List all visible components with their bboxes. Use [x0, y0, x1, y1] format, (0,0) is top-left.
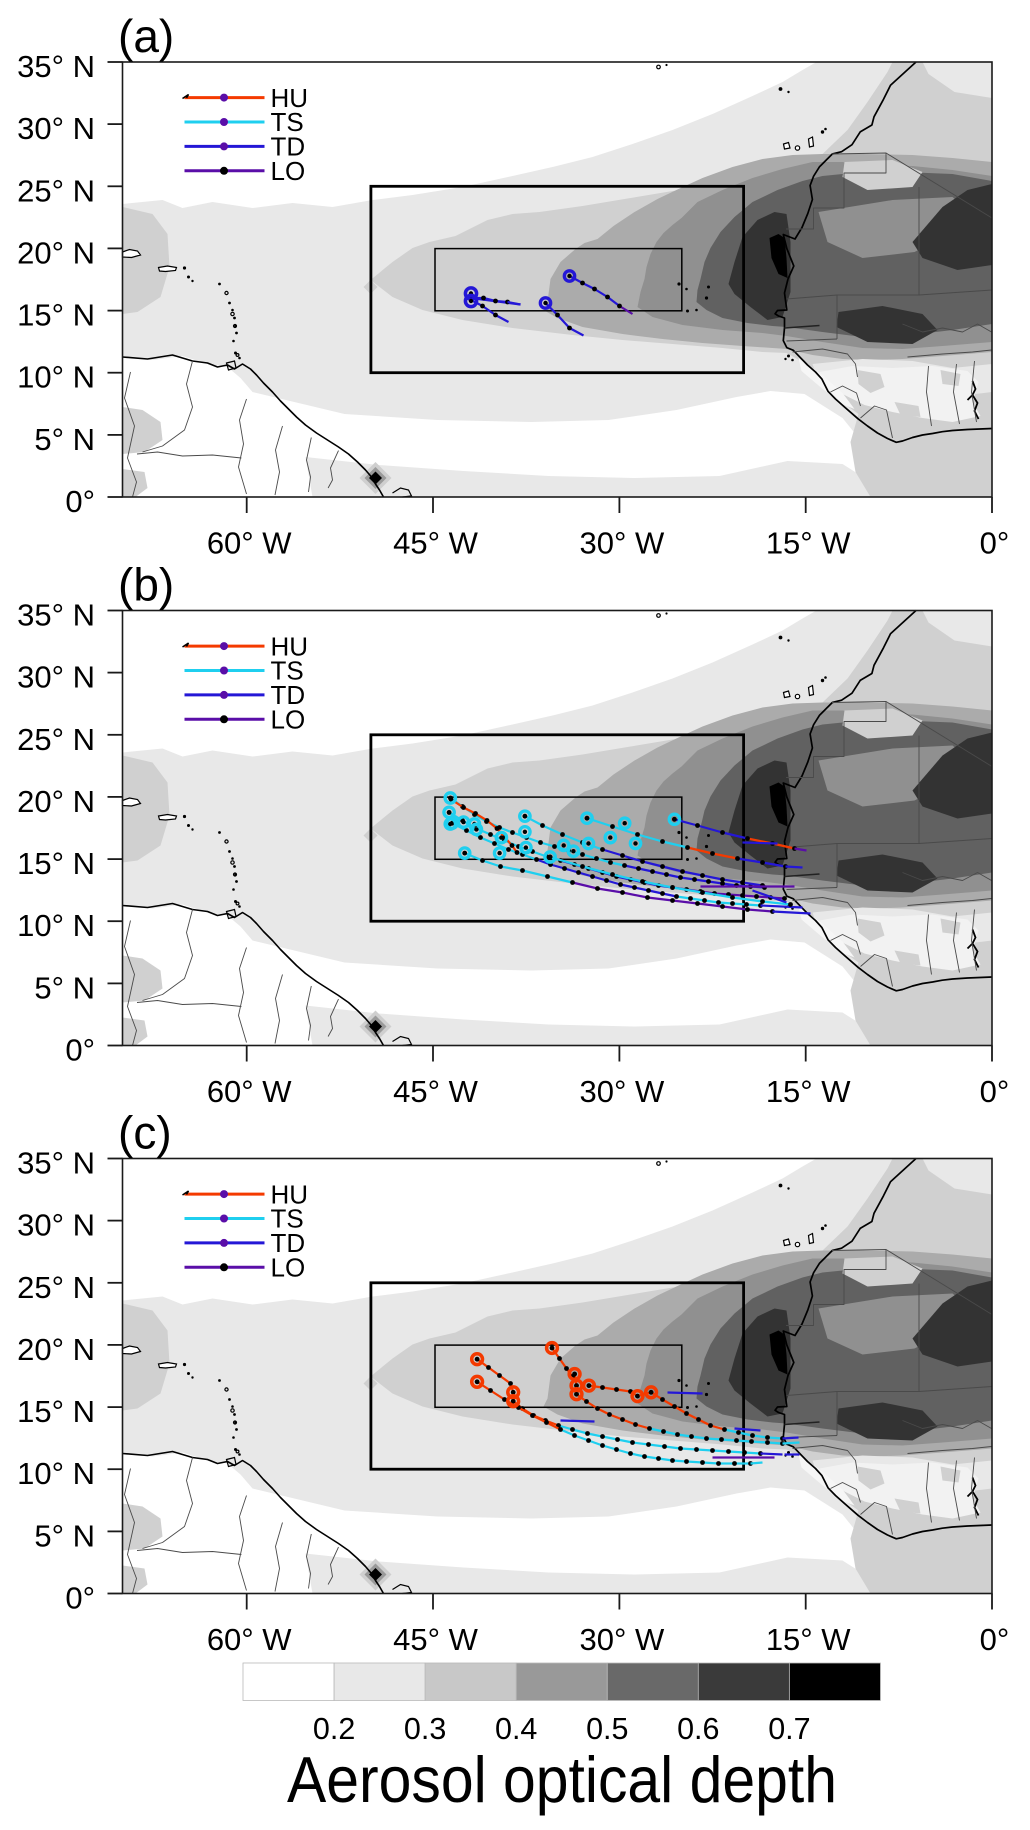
svg-text:25° N: 25° N	[17, 722, 95, 757]
svg-text:20° N: 20° N	[17, 235, 95, 270]
svg-text:35° N: 35° N	[17, 49, 95, 84]
svg-text:Aerosol optical depth: Aerosol optical depth	[287, 1743, 837, 1816]
svg-text:30° W: 30° W	[580, 526, 665, 561]
svg-text:0°: 0°	[980, 1074, 1010, 1109]
svg-text:45° W: 45° W	[393, 1622, 478, 1657]
svg-text:0°: 0°	[980, 1622, 1010, 1657]
svg-text:(c): (c)	[118, 1107, 172, 1159]
svg-text:0°: 0°	[65, 484, 95, 519]
svg-text:(b): (b)	[118, 559, 174, 611]
svg-text:5° N: 5° N	[34, 422, 95, 457]
svg-text:15° W: 15° W	[766, 1622, 851, 1657]
svg-text:45° W: 45° W	[393, 1074, 478, 1109]
svg-text:15° N: 15° N	[17, 846, 95, 881]
svg-text:0.3: 0.3	[404, 1712, 446, 1746]
svg-text:25° N: 25° N	[17, 1270, 95, 1305]
svg-text:5° N: 5° N	[34, 970, 95, 1005]
svg-text:35° N: 35° N	[17, 598, 95, 633]
svg-text:0°: 0°	[65, 1581, 95, 1616]
svg-text:35° N: 35° N	[17, 1146, 95, 1181]
svg-text:60° W: 60° W	[207, 526, 292, 561]
svg-text:10° N: 10° N	[17, 908, 95, 943]
svg-text:60° W: 60° W	[207, 1074, 292, 1109]
svg-text:15° N: 15° N	[17, 1394, 95, 1429]
svg-text:0°: 0°	[65, 1033, 95, 1068]
svg-text:0.2: 0.2	[313, 1712, 355, 1746]
svg-text:30° N: 30° N	[17, 111, 95, 146]
svg-text:(a): (a)	[118, 10, 174, 62]
svg-text:10° N: 10° N	[17, 1456, 95, 1491]
svg-text:15° W: 15° W	[766, 526, 851, 561]
svg-text:0.4: 0.4	[495, 1712, 537, 1746]
svg-text:0°: 0°	[980, 526, 1010, 561]
svg-text:0.7: 0.7	[768, 1712, 810, 1746]
svg-text:25° N: 25° N	[17, 173, 95, 208]
svg-text:0.5: 0.5	[586, 1712, 628, 1746]
svg-text:20° N: 20° N	[17, 1332, 95, 1367]
svg-text:30° N: 30° N	[17, 1208, 95, 1243]
svg-text:0.6: 0.6	[677, 1712, 719, 1746]
svg-text:15° W: 15° W	[766, 1074, 851, 1109]
svg-text:5° N: 5° N	[34, 1518, 95, 1553]
svg-text:60° W: 60° W	[207, 1622, 292, 1657]
svg-text:15° N: 15° N	[17, 298, 95, 333]
svg-text:30° W: 30° W	[580, 1074, 665, 1109]
svg-text:20° N: 20° N	[17, 784, 95, 819]
svg-text:30° N: 30° N	[17, 660, 95, 695]
svg-text:10° N: 10° N	[17, 360, 95, 395]
svg-text:30° W: 30° W	[580, 1622, 665, 1657]
svg-text:45° W: 45° W	[393, 526, 478, 561]
